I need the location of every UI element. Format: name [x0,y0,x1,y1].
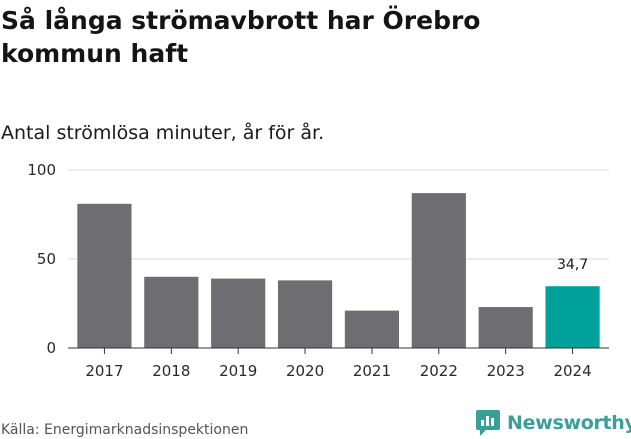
x-tick-label: 2023 [487,362,525,380]
newsworthy-logo: Newsworthy [475,408,631,438]
bar-2018 [144,276,199,348]
x-tick-label: 2018 [152,362,190,380]
x-tick-label: 2021 [353,362,391,380]
x-axis: 2017 2018 2019 2020 2021 2022 2023 2024 [68,347,609,380]
chart-speech-bubble-icon [476,410,500,436]
bar-2019 [211,278,266,348]
y-tick-label: 50 [37,250,56,268]
brand-name: Newsworthy [507,412,631,434]
bar-2022 [411,193,466,348]
bar-2023 [478,307,533,348]
bar-2021 [344,310,400,348]
data-labels: 34,7 [557,257,588,273]
x-tick-label: 2024 [553,362,591,380]
data-label: 34,7 [557,257,588,273]
bars [77,193,600,348]
chart-title: Så långa strömavbrott har Örebro kommun … [1,6,481,68]
chart-subtitle: Antal strömlösa minuter, år för år. [1,122,325,144]
source-note: Källa: Energimarknadsinspektionen [1,422,249,438]
y-tick-label: 100 [27,161,56,179]
x-tick-label: 2020 [286,362,324,380]
bar-2024 [545,286,600,348]
x-tick-label: 2022 [420,362,458,380]
grid-lines: 0 50 100 [27,161,609,357]
x-tick-label: 2017 [85,362,123,380]
bar-2020 [277,280,333,348]
x-tick-label: 2019 [219,362,257,380]
y-tick-label: 0 [46,339,56,357]
bar-2017 [77,203,132,348]
